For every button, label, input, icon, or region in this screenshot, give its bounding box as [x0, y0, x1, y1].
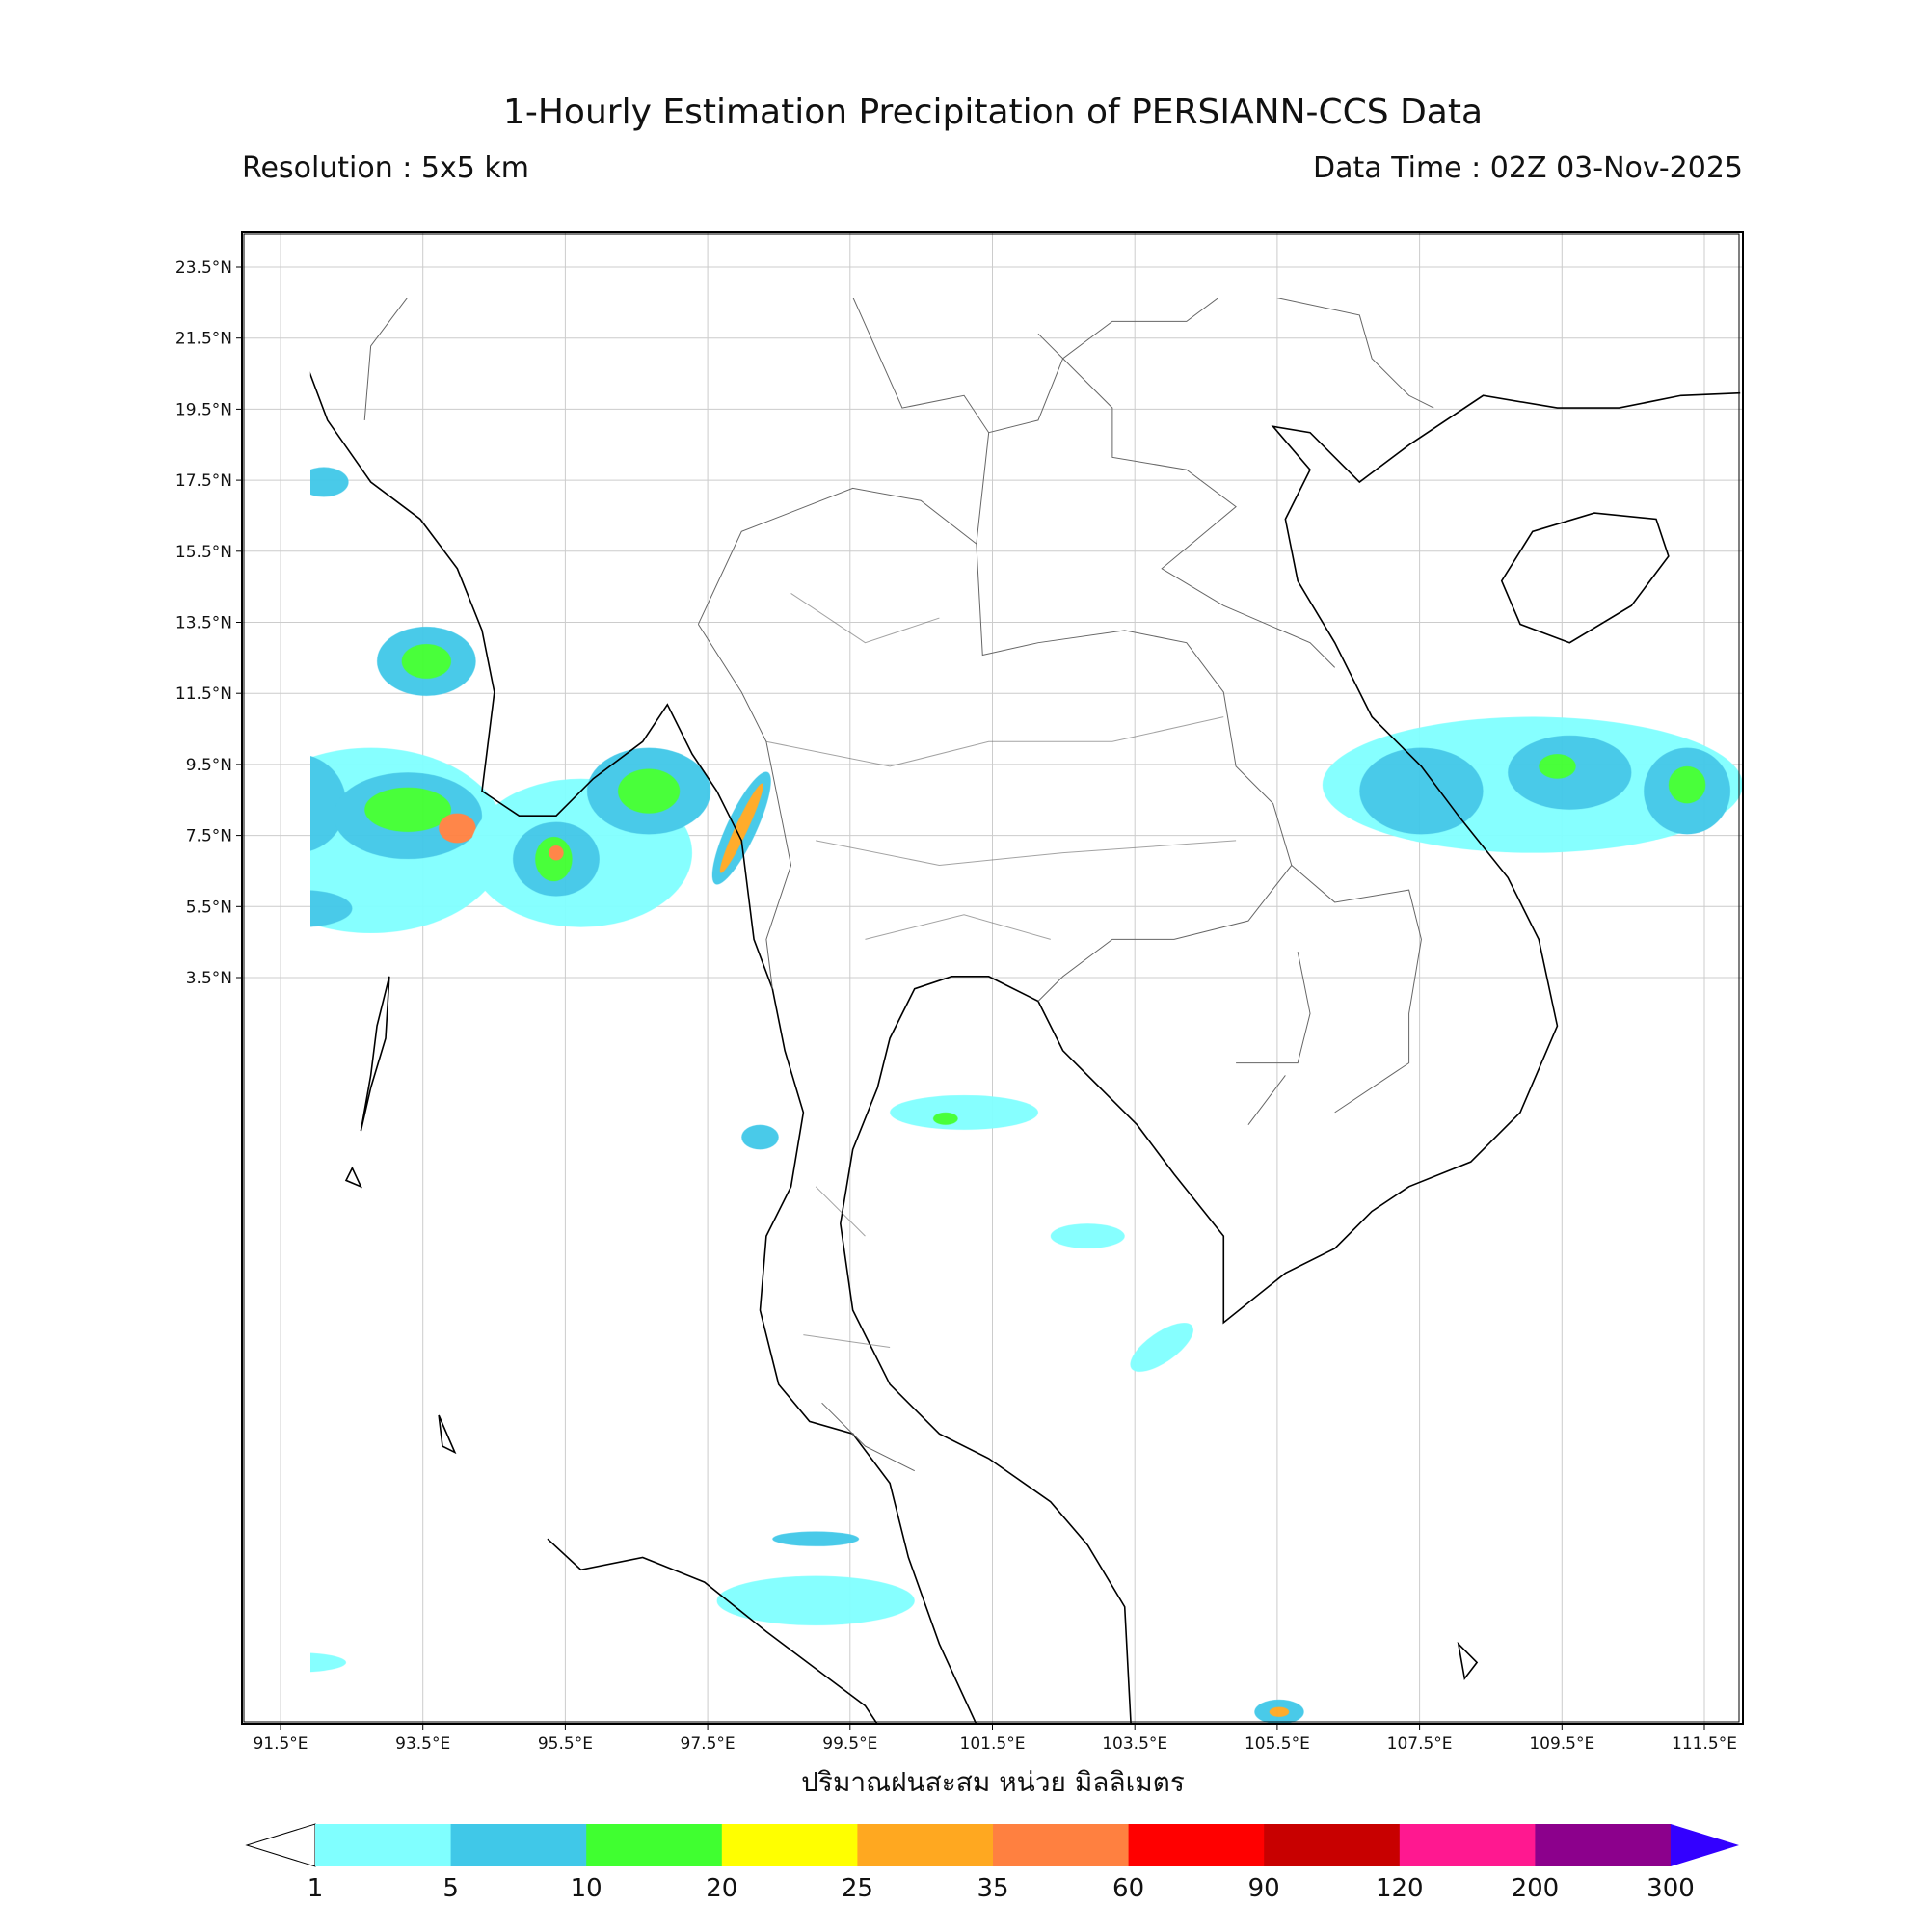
lon-label: 97.5°E	[681, 1734, 736, 1754]
coastline	[1604, 266, 1740, 297]
colorbar-tick-label: 200	[1512, 1874, 1560, 1903]
colorbar-segment	[450, 1824, 587, 1866]
coastline	[247, 324, 976, 1725]
lat-label: 9.5°N	[186, 756, 232, 775]
lat-label: 5.5°N	[186, 898, 232, 917]
lon-label: 91.5°E	[253, 1734, 308, 1754]
colorbar-under	[245, 1823, 316, 1867]
colorbar-segment	[721, 1824, 858, 1866]
lat-label: 17.5°N	[175, 471, 232, 491]
title: 1-Hourly Estimation Precipitation of PER…	[503, 93, 1483, 132]
colorbar-tick-label: 60	[1112, 1874, 1144, 1903]
lon-label: 99.5°E	[822, 1734, 877, 1754]
lat-label: 21.5°N	[175, 330, 232, 349]
colorbar: 1 5 10 20 25 35 60 90 120 200 300	[245, 1823, 1739, 1903]
graticule	[242, 232, 1743, 1724]
coastline	[346, 977, 1477, 1678]
colorbar-tick-label: 35	[977, 1874, 1008, 1903]
lon-label: 107.5°E	[1387, 1734, 1453, 1754]
lon-label: 93.5°E	[395, 1734, 450, 1754]
map-frame-inner	[243, 233, 1740, 1723]
coastline	[548, 1539, 877, 1724]
coastline	[841, 393, 1740, 1725]
colorbar-segment	[586, 1824, 723, 1866]
colorbar-segment	[1399, 1824, 1536, 1866]
resolution: Resolution : 5x5 km	[242, 151, 529, 185]
colorbar-tick-label: 1	[308, 1874, 324, 1903]
lat-label: 11.5°N	[175, 684, 232, 704]
data-time: Data Time : 02Z 03-Nov-2025	[1313, 151, 1743, 185]
thailand-border	[698, 488, 1291, 1470]
colorbar-tick-label: 25	[842, 1874, 873, 1903]
lat-label: 23.5°N	[175, 258, 232, 278]
colorbar-segment	[857, 1824, 994, 1866]
colorbar-tick-label: 10	[571, 1874, 602, 1903]
precipitation	[309, 467, 1743, 1725]
colorbar-tick-label: 90	[1248, 1874, 1280, 1903]
colorbar-over	[1671, 1824, 1739, 1866]
country-border	[364, 235, 1433, 1125]
lon-label: 103.5°E	[1102, 1734, 1167, 1754]
colorbar-segment	[1128, 1824, 1265, 1866]
colorbar-label: ปริมาณฝนสะสม หน่วย มิลลิเมตร	[801, 1766, 1185, 1798]
colorbar-segment	[1264, 1824, 1401, 1866]
axis-labels: 23.5°N 21.5°N 19.5°N 17.5°N 15.5°N 13.5°N 11.5…	[175, 258, 1737, 1754]
colorbar-tick-label: 5	[442, 1874, 459, 1903]
map-layer	[247, 235, 1743, 1725]
lat-label: 13.5°N	[175, 614, 232, 633]
colorbar-segment	[993, 1824, 1130, 1866]
coastline	[1502, 513, 1669, 643]
lon-label: 109.5°E	[1529, 1734, 1594, 1754]
colorbar-segment	[1535, 1824, 1672, 1866]
lat-label: 15.5°N	[175, 543, 232, 562]
colorbar-tick-label: 300	[1647, 1874, 1695, 1903]
lat-label: 7.5°N	[186, 827, 232, 846]
lat-label: 3.5°N	[186, 969, 232, 988]
lon-label: 95.5°E	[538, 1734, 593, 1754]
colorbar-tick-label: 120	[1376, 1874, 1424, 1903]
colorbar-tick-label: 20	[706, 1874, 737, 1903]
lon-label: 111.5°E	[1672, 1734, 1737, 1754]
lon-label: 101.5°E	[960, 1734, 1026, 1754]
thailand-provinces	[766, 593, 1236, 1347]
lon-label: 105.5°E	[1245, 1734, 1310, 1754]
colorbar-segment	[315, 1824, 452, 1866]
lat-label: 19.5°N	[175, 400, 232, 419]
